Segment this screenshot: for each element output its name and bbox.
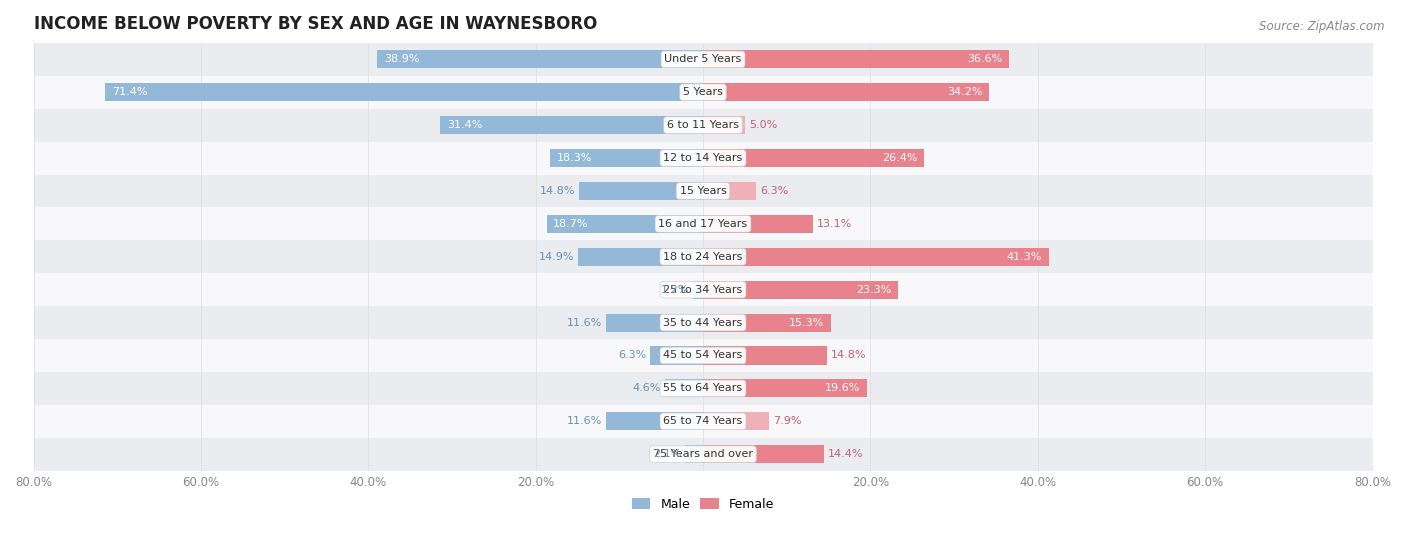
Text: 15 Years: 15 Years — [679, 186, 727, 196]
Bar — [34, 240, 1372, 273]
Bar — [34, 372, 1372, 405]
Bar — [703, 248, 1049, 266]
Text: 15.3%: 15.3% — [789, 318, 824, 328]
Bar — [703, 445, 824, 463]
Bar — [547, 215, 703, 233]
Bar — [34, 76, 1372, 108]
Bar — [703, 412, 769, 430]
Text: 18.3%: 18.3% — [557, 153, 592, 163]
Bar — [703, 182, 755, 200]
Text: 16 and 17 Years: 16 and 17 Years — [658, 219, 748, 229]
Text: 25 to 34 Years: 25 to 34 Years — [664, 285, 742, 295]
Text: 11.6%: 11.6% — [567, 416, 602, 427]
Bar — [550, 149, 703, 167]
Text: 6.3%: 6.3% — [617, 350, 647, 361]
Bar — [665, 380, 703, 397]
Bar — [579, 182, 703, 200]
Text: 13.1%: 13.1% — [817, 219, 852, 229]
Text: 1.2%: 1.2% — [661, 285, 689, 295]
Text: 36.6%: 36.6% — [967, 54, 1002, 64]
Text: 6.3%: 6.3% — [759, 186, 789, 196]
Text: 7.9%: 7.9% — [773, 416, 801, 427]
Text: 5.0%: 5.0% — [749, 120, 778, 130]
Text: 14.4%: 14.4% — [828, 449, 863, 459]
Bar — [34, 207, 1372, 240]
Bar — [440, 116, 703, 134]
Text: 6 to 11 Years: 6 to 11 Years — [666, 120, 740, 130]
Text: 14.8%: 14.8% — [831, 350, 866, 361]
Bar — [105, 83, 703, 101]
Text: 75 Years and over: 75 Years and over — [652, 449, 754, 459]
Text: 71.4%: 71.4% — [112, 87, 148, 97]
Bar — [703, 380, 868, 397]
Bar — [34, 43, 1372, 76]
Text: Source: ZipAtlas.com: Source: ZipAtlas.com — [1260, 20, 1385, 32]
Bar — [34, 141, 1372, 174]
Bar — [686, 445, 703, 463]
Text: 11.6%: 11.6% — [567, 318, 602, 328]
Text: 12 to 14 Years: 12 to 14 Years — [664, 153, 742, 163]
Text: 18.7%: 18.7% — [553, 219, 589, 229]
Text: 31.4%: 31.4% — [447, 120, 482, 130]
Bar — [703, 83, 990, 101]
Text: 38.9%: 38.9% — [384, 54, 419, 64]
Text: 2.1%: 2.1% — [652, 449, 682, 459]
Bar — [651, 347, 703, 364]
Bar — [693, 281, 703, 299]
Bar — [703, 281, 898, 299]
Bar — [703, 149, 924, 167]
Text: 55 to 64 Years: 55 to 64 Years — [664, 383, 742, 394]
Text: 5 Years: 5 Years — [683, 87, 723, 97]
Text: 41.3%: 41.3% — [1007, 252, 1042, 262]
Text: 35 to 44 Years: 35 to 44 Years — [664, 318, 742, 328]
Text: 45 to 54 Years: 45 to 54 Years — [664, 350, 742, 361]
Bar — [34, 273, 1372, 306]
Bar — [34, 174, 1372, 207]
Text: 4.6%: 4.6% — [631, 383, 661, 394]
Text: 34.2%: 34.2% — [948, 87, 983, 97]
Text: 19.6%: 19.6% — [825, 383, 860, 394]
Text: 65 to 74 Years: 65 to 74 Years — [664, 416, 742, 427]
Bar — [703, 314, 831, 331]
Text: 14.9%: 14.9% — [538, 252, 574, 262]
Bar — [703, 116, 745, 134]
Text: 23.3%: 23.3% — [856, 285, 891, 295]
Bar — [606, 314, 703, 331]
Bar — [377, 50, 703, 68]
Bar — [703, 347, 827, 364]
Bar — [703, 50, 1010, 68]
Legend: Male, Female: Male, Female — [627, 492, 779, 516]
Bar — [606, 412, 703, 430]
Bar — [578, 248, 703, 266]
Bar — [34, 306, 1372, 339]
Bar — [34, 405, 1372, 438]
Bar — [34, 438, 1372, 471]
Bar — [34, 108, 1372, 141]
Text: 18 to 24 Years: 18 to 24 Years — [664, 252, 742, 262]
Text: Under 5 Years: Under 5 Years — [665, 54, 741, 64]
Bar — [703, 215, 813, 233]
Text: 14.8%: 14.8% — [540, 186, 575, 196]
Text: 26.4%: 26.4% — [882, 153, 917, 163]
Bar — [34, 339, 1372, 372]
Text: INCOME BELOW POVERTY BY SEX AND AGE IN WAYNESBORO: INCOME BELOW POVERTY BY SEX AND AGE IN W… — [34, 15, 598, 33]
